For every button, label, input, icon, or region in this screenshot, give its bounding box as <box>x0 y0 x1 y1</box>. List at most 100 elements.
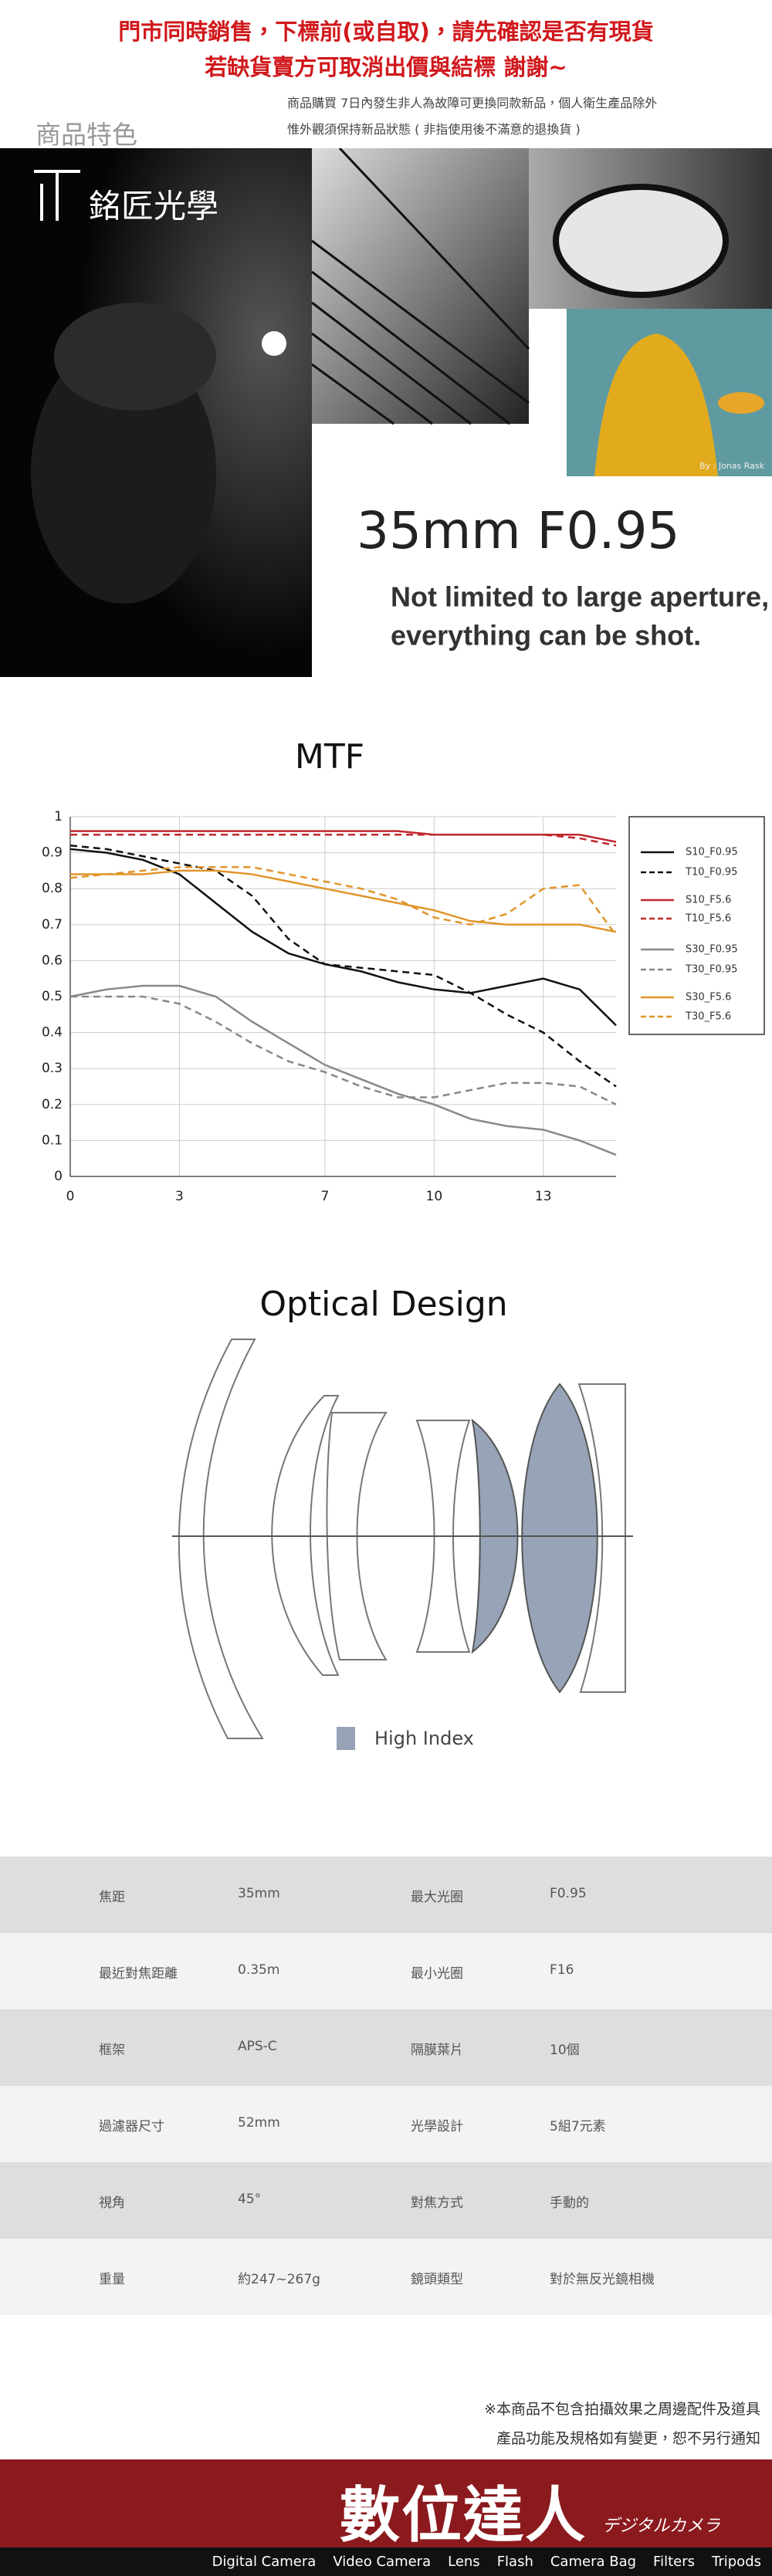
nav-item[interactable]: Flash <box>496 2554 533 2570</box>
hero: 銘匠光學 By : Jonas Rask 35mm F0.95 Not limi… <box>0 148 772 677</box>
y-tick-label: 1 <box>54 809 63 824</box>
x-tick-label: 7 <box>321 1189 330 1204</box>
legend-label: T30_F5.6 <box>685 1011 731 1023</box>
spec-cell: 重量 <box>99 2272 125 2287</box>
spec-cell: F16 <box>550 1962 574 1978</box>
spec-cell: 最小光圈 <box>411 1966 463 1982</box>
spec-cell: 隔膜葉片 <box>411 2043 463 2058</box>
spec-cell: 45° <box>238 2192 262 2207</box>
notice-line: 門市同時銷售，下標前(或自取)，請先確認是否有現貨 <box>118 19 654 45</box>
spec-row: 重量 約247~267g 鏡頭類型 對於無反光鏡相機 <box>0 2239 772 2315</box>
spec-cell: 最近對焦距離 <box>99 1966 178 1982</box>
nav-item[interactable]: Camera Bag <box>550 2554 637 2570</box>
section-label: 商品特色 <box>36 120 137 150</box>
spec-cell: 最大光圈 <box>411 1890 463 1905</box>
x-tick-label: 13 <box>535 1189 552 1204</box>
high-index-elements <box>471 1383 598 1694</box>
y-tick-label: 0.9 <box>42 845 63 861</box>
mtf-line <box>69 845 617 1088</box>
spec-cell: 對於無反光鏡相機 <box>550 2272 655 2287</box>
nav-item[interactable]: Filters <box>653 2554 695 2570</box>
notice-line: 若缺貨賣方可取消出價與結標 謝謝~ <box>205 54 567 80</box>
mtf-line <box>69 865 618 936</box>
photo-credit: By : Jonas Rask <box>699 461 765 471</box>
mtf-line <box>69 848 617 1027</box>
y-tick-label: 0.5 <box>42 989 63 1004</box>
y-tick-label: 0.4 <box>42 1025 63 1041</box>
y-tick-label: 0.1 <box>42 1132 63 1148</box>
x-tick-label: 10 <box>426 1189 443 1204</box>
info-line: 商品購買 7日內發生非人為故障可更換同款新品，個人衛生產品除外 <box>287 96 658 110</box>
spec-cell: 52mm <box>238 2115 280 2131</box>
photo-stairs <box>312 148 529 424</box>
optical-design: Optical Design High Index <box>172 1285 633 1750</box>
x-tick-label: 0 <box>66 1189 75 1204</box>
mtf-line <box>70 995 617 1105</box>
legend-label: S10_F5.6 <box>686 895 731 906</box>
brand-logo <box>34 170 80 221</box>
spec-row: 焦距 35mm 最大光圈 F0.95 <box>0 1857 772 1933</box>
spec-cell: 0.35m <box>238 1962 280 1978</box>
spec-row: 最近對焦距離 0.35m 最小光圈 F16 <box>0 1933 772 2009</box>
spec-cell: 光學設計 <box>411 2119 463 2134</box>
legend-label: High Index <box>374 1728 474 1749</box>
legend-label: S30_F5.6 <box>686 992 731 1004</box>
mtf-line <box>70 869 617 933</box>
legend-label: T10_F0.95 <box>685 867 737 878</box>
spec-cell: 35mm <box>238 1886 280 1901</box>
model: 35mm F0.95 <box>357 501 679 560</box>
photo-figure <box>31 341 216 604</box>
spec-cell: F0.95 <box>550 1886 587 1901</box>
legend-label: S10_F0.95 <box>686 847 738 858</box>
spec-cell: 框架 <box>99 2043 125 2058</box>
legend-label: T10_F5.6 <box>685 913 731 925</box>
photo-figure <box>54 303 216 411</box>
spec-cell: 焦距 <box>99 1890 125 1905</box>
footer-nav: Digital Camera Video Camera Lens Flash Camer… <box>0 2547 772 2576</box>
spec-row: 視角 45° 對焦方式 手動的 <box>0 2162 772 2239</box>
spec-cell: 視角 <box>99 2195 125 2211</box>
mtf-line <box>69 984 617 1156</box>
y-tick-label: 0.2 <box>42 1097 63 1112</box>
spec-row: 框架 APS-C 隔膜葉片 10個 <box>0 2009 772 2086</box>
spec-cell: 手動的 <box>550 2195 589 2211</box>
mtf-chart: MTF 00.10.20.30.40.50.60.70.80.910 3 7 10 13… <box>42 737 765 1204</box>
tagline: everything can be shot. <box>391 620 701 652</box>
section-title: Optical Design <box>259 1285 507 1324</box>
nav-item[interactable]: Video Camera <box>333 2554 432 2570</box>
y-tick-label: 0.7 <box>42 917 63 933</box>
x-tick-label: 3 <box>175 1189 184 1204</box>
footer-brand-sub: デジタルカメラ <box>602 2517 720 2536</box>
nav-item[interactable]: Digital Camera <box>212 2554 317 2570</box>
mtf-line <box>70 834 617 847</box>
spec-cell: 10個 <box>550 2043 580 2058</box>
info-line: 惟外觀須保持新品狀態 ( 非指使用後不滿意的退換貨 ) <box>287 122 581 137</box>
y-tick-label: 0.6 <box>42 953 63 968</box>
spec-table: 焦距 35mm 最大光圈 F0.95 最近對焦距離 0.35m 最小光圈 F16 框架 APS-C… <box>0 1857 772 2315</box>
stair-lines <box>311 148 530 425</box>
chart-title: MTF <box>295 737 364 777</box>
spec-cell: 過濾器尺寸 <box>99 2119 164 2134</box>
footer-brand: 數位達人 <box>340 2481 587 2551</box>
photo-mirror-glass <box>553 184 729 298</box>
legend-label: T30_F0.95 <box>685 964 737 976</box>
photo-coat-figure <box>594 333 718 476</box>
nav-item[interactable]: Lens <box>448 2554 480 2570</box>
y-tick-label: 0.3 <box>42 1061 63 1076</box>
footnote: 產品功能及規格如有變更，恕不另行通知 <box>496 2430 760 2447</box>
photo-light <box>262 331 286 356</box>
legend-swatch <box>337 1727 355 1750</box>
mtf-line <box>70 830 617 843</box>
legend-label: S30_F0.95 <box>686 944 738 956</box>
photo-cup <box>718 392 764 414</box>
spec-cell: 約247~267g <box>238 2272 320 2287</box>
tagline: Not limited to large aperture, <box>391 581 769 613</box>
spec-cell: 鏡頭類型 <box>411 2272 463 2287</box>
spec-cell: 5組7元素 <box>550 2119 606 2134</box>
spec-cell: 對焦方式 <box>411 2195 463 2211</box>
spec-row: 過濾器尺寸 52mm 光學設計 5組7元素 <box>0 2086 772 2162</box>
nav-item[interactable]: Tripods <box>712 2554 761 2570</box>
footer-banner: 數位達人 デジタルカメラ <box>0 2459 772 2551</box>
footnote: ※本商品不包含拍攝效果之周邊配件及道具 <box>484 2401 760 2418</box>
